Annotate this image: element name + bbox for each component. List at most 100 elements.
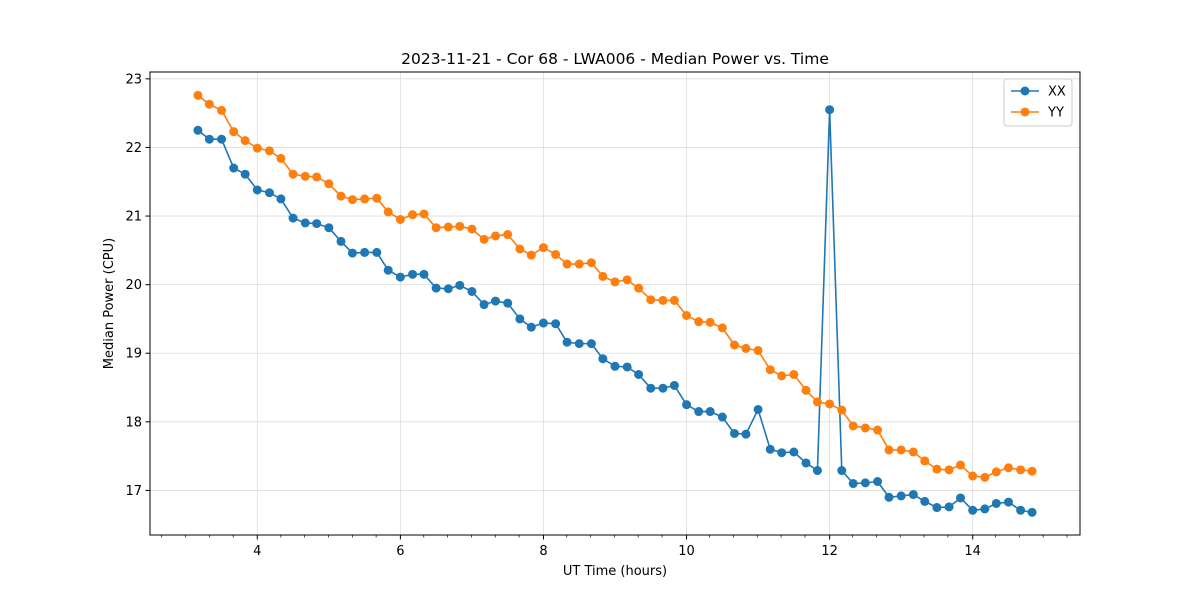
data-point-xx xyxy=(408,269,418,279)
x-tick-label: 10 xyxy=(678,544,695,559)
data-point-yy xyxy=(551,249,561,259)
data-point-xx xyxy=(705,407,715,417)
data-point-xx xyxy=(229,163,239,173)
y-tick-label: 17 xyxy=(125,484,142,499)
x-tick-label: 8 xyxy=(539,544,547,559)
data-point-xx xyxy=(467,287,477,296)
data-point-yy xyxy=(503,230,513,240)
legend-marker-xx xyxy=(1020,86,1030,96)
data-point-yy xyxy=(944,465,954,475)
legend-marker-yy xyxy=(1020,107,1030,117)
data-point-yy xyxy=(812,397,822,407)
data-point-yy xyxy=(288,169,298,179)
data-point-xx xyxy=(646,383,656,393)
data-point-yy xyxy=(395,214,405,224)
data-point-xx xyxy=(491,296,501,306)
data-point-xx xyxy=(443,284,453,294)
data-point-yy xyxy=(312,172,322,182)
data-point-yy xyxy=(300,171,310,181)
y-tick-label: 21 xyxy=(125,210,142,225)
data-point-xx xyxy=(920,496,930,506)
data-point-xx xyxy=(347,248,357,258)
data-point-yy xyxy=(980,472,990,482)
data-point-yy xyxy=(729,340,739,350)
data-point-yy xyxy=(491,231,501,241)
data-point-yy xyxy=(848,421,858,431)
data-point-yy xyxy=(526,250,536,260)
data-point-yy xyxy=(860,423,870,433)
data-point-xx xyxy=(789,447,799,457)
data-point-xx xyxy=(825,105,835,115)
data-point-xx xyxy=(1016,505,1026,515)
data-point-xx xyxy=(634,369,644,379)
data-point-yy xyxy=(360,194,370,204)
data-point-xx xyxy=(765,444,775,454)
data-point-xx xyxy=(526,322,536,332)
data-point-xx xyxy=(658,383,668,393)
y-tick-label: 22 xyxy=(125,141,142,156)
data-point-xx xyxy=(991,498,1001,508)
y-tick-label: 19 xyxy=(125,347,142,362)
data-point-yy xyxy=(694,317,704,327)
data-point-xx xyxy=(240,169,250,179)
data-point-xx xyxy=(694,407,704,417)
data-point-xx xyxy=(431,283,441,293)
data-point-yy xyxy=(896,445,906,455)
data-point-xx xyxy=(372,247,382,257)
data-point-xx xyxy=(610,361,620,371)
x-tick-label: 4 xyxy=(253,544,261,559)
data-point-yy xyxy=(932,464,942,474)
data-point-yy xyxy=(574,259,584,269)
data-point-yy xyxy=(455,221,465,231)
data-point-yy xyxy=(765,365,775,375)
y-tick-label: 23 xyxy=(125,72,142,87)
data-point-yy xyxy=(956,460,966,470)
data-point-yy xyxy=(658,295,668,305)
data-point-yy xyxy=(753,345,763,355)
x-tick-label: 14 xyxy=(964,544,981,559)
data-point-yy xyxy=(991,467,1001,477)
data-point-yy xyxy=(383,207,393,217)
data-point-xx xyxy=(419,269,429,279)
data-point-yy xyxy=(622,275,632,285)
data-point-yy xyxy=(204,99,214,109)
data-point-xx xyxy=(968,505,978,515)
data-point-yy xyxy=(193,90,203,100)
data-point-yy xyxy=(336,191,346,201)
data-point-yy xyxy=(908,447,918,457)
data-point-yy xyxy=(229,127,239,137)
data-point-xx xyxy=(1003,497,1013,507)
data-point-yy xyxy=(217,105,227,115)
data-point-xx xyxy=(586,339,596,349)
data-point-yy xyxy=(347,195,357,205)
data-point-yy xyxy=(1027,466,1037,476)
data-point-yy xyxy=(467,224,477,234)
data-point-yy xyxy=(705,317,715,327)
data-point-xx xyxy=(753,404,763,414)
data-point-xx xyxy=(932,503,942,513)
data-point-xx xyxy=(1027,507,1037,517)
data-point-xx xyxy=(264,188,274,198)
data-point-xx xyxy=(193,125,203,135)
data-point-yy xyxy=(1016,465,1026,475)
data-point-yy xyxy=(777,371,787,381)
data-point-xx xyxy=(360,247,370,257)
data-point-yy xyxy=(717,323,727,333)
data-point-xx xyxy=(455,280,465,290)
data-point-yy xyxy=(610,277,620,287)
data-point-xx xyxy=(682,400,692,410)
data-point-xx xyxy=(669,380,679,390)
data-point-xx xyxy=(944,502,954,512)
data-point-yy xyxy=(669,295,679,305)
data-point-yy xyxy=(586,258,596,268)
data-point-yy xyxy=(240,136,250,146)
data-point-yy xyxy=(562,259,572,269)
data-point-yy xyxy=(479,234,489,244)
data-point-xx xyxy=(860,478,870,488)
data-point-xx xyxy=(598,354,608,364)
data-point-yy xyxy=(515,244,525,254)
data-point-xx xyxy=(812,466,822,476)
data-point-xx xyxy=(884,492,894,502)
data-point-xx xyxy=(956,493,966,503)
